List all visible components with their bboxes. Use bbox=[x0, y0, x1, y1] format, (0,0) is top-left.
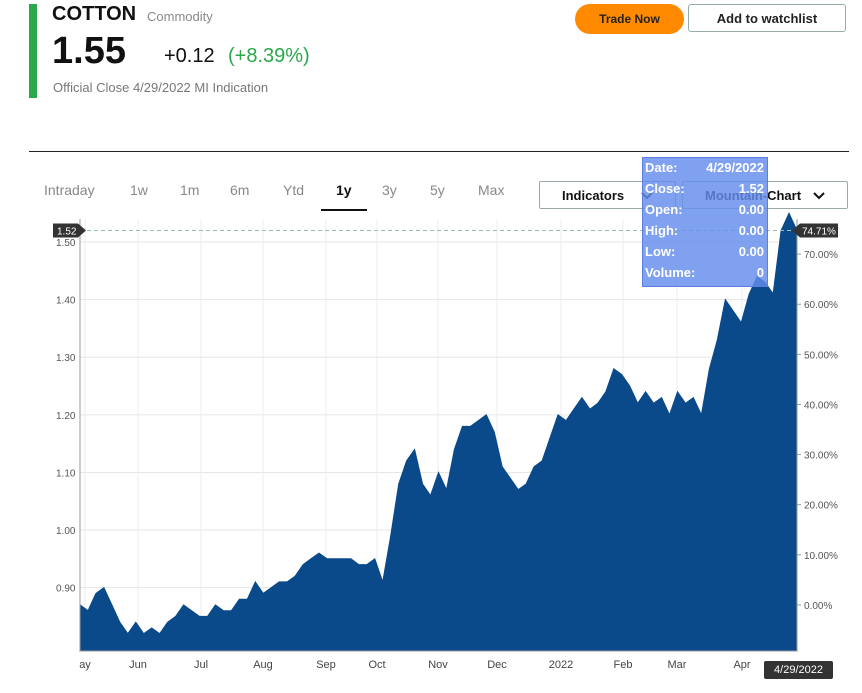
y-tick-label: 0.90 bbox=[56, 584, 76, 595]
price-area bbox=[79, 212, 798, 652]
price-change: +0.12 bbox=[164, 45, 215, 67]
tooltip-date-label: Date: bbox=[645, 160, 678, 175]
tooltip-open: 0.00 bbox=[738, 202, 764, 217]
y-right-tick-label: 0.00% bbox=[804, 601, 832, 612]
x-tick-label: Feb bbox=[614, 659, 633, 671]
close-info: Official Close 4/29/2022 MI Indication bbox=[53, 80, 269, 95]
commodity-type: Commodity bbox=[147, 9, 213, 24]
y-right-tick-label: 30.00% bbox=[804, 451, 838, 462]
x-tick-label: 2022 bbox=[549, 659, 573, 671]
y-right-tick-label: 10.00% bbox=[804, 551, 838, 562]
last-pct-badge bbox=[792, 223, 838, 238]
indicators-label: Indicators bbox=[562, 187, 625, 203]
last-value-label: 1.52 bbox=[57, 227, 77, 238]
last-value-badge bbox=[53, 223, 86, 238]
tab-1y[interactable]: 1y bbox=[336, 182, 352, 198]
tooltip-date: 4/29/2022 bbox=[706, 160, 764, 175]
y-right-tick-label: 20.00% bbox=[804, 501, 838, 512]
accent-bar bbox=[29, 4, 37, 98]
tab-intraday[interactable]: Intraday bbox=[44, 182, 95, 198]
tab-1m[interactable]: 1m bbox=[180, 182, 200, 198]
y-right-tick-label: 50.00% bbox=[804, 350, 838, 361]
y-tick-label: 1.50 bbox=[56, 238, 76, 249]
x-tick-label: ay bbox=[79, 659, 91, 671]
x-tick-label: Mar bbox=[668, 659, 687, 671]
commodity-symbol: COTTON bbox=[52, 3, 137, 25]
tab-6m[interactable]: 6m bbox=[230, 182, 250, 198]
tooltip-low: 0.00 bbox=[738, 244, 764, 259]
tooltip-close: 1.52 bbox=[738, 181, 764, 196]
last-pct-label: 74.71% bbox=[802, 227, 836, 238]
x-tick-label: Nov bbox=[428, 659, 448, 671]
tab-3y[interactable]: 3y bbox=[382, 182, 397, 198]
last-date-label: 4/29/2022 bbox=[764, 661, 833, 679]
y-tick-label: 1.20 bbox=[56, 411, 76, 422]
tooltip-volume-label: Volume: bbox=[645, 265, 696, 280]
active-tab-underline bbox=[321, 209, 367, 211]
last-price: 1.55 bbox=[52, 30, 126, 72]
tooltip-low-label: Low: bbox=[645, 244, 676, 259]
x-tick-label: Jul bbox=[194, 659, 208, 671]
x-tick-label: Apr bbox=[733, 659, 750, 671]
y-right-tick-label: 40.00% bbox=[804, 400, 838, 411]
header-divider bbox=[29, 151, 849, 152]
data-tooltip: Date: 4/29/2022 Close: 1.52 Open: 0.00 High… bbox=[642, 157, 768, 287]
tooltip-volume: 0 bbox=[756, 265, 764, 280]
add-to-watchlist-button[interactable]: Add to watchlist bbox=[688, 4, 846, 32]
y-right-tick-label: 70.00% bbox=[804, 250, 838, 261]
price-change-percent: (+8.39%) bbox=[228, 45, 310, 67]
chevron-down-icon bbox=[813, 188, 825, 203]
tab-max[interactable]: Max bbox=[478, 182, 505, 198]
y-tick-label: 1.00 bbox=[56, 526, 76, 537]
tooltip-high: 0.00 bbox=[738, 223, 764, 238]
tab-ytd[interactable]: Ytd bbox=[283, 182, 305, 198]
x-tick-label: Dec bbox=[487, 659, 507, 671]
tooltip-open-label: Open: bbox=[645, 202, 683, 217]
y-tick-label: 1.40 bbox=[56, 296, 76, 307]
tab-1w[interactable]: 1w bbox=[130, 182, 148, 198]
y-right-tick-label: 60.00% bbox=[804, 300, 838, 311]
x-tick-label: Jun bbox=[129, 659, 147, 671]
tooltip-high-label: High: bbox=[645, 223, 679, 238]
tab-5y[interactable]: 5y bbox=[430, 182, 445, 198]
x-tick-label: Aug bbox=[253, 659, 273, 671]
y-tick-label: 1.30 bbox=[56, 353, 76, 364]
x-tick-label: Oct bbox=[368, 659, 385, 671]
x-tick-label: Sep bbox=[316, 659, 336, 671]
trade-now-button[interactable]: Trade Now bbox=[575, 4, 684, 34]
tooltip-close-label: Close: bbox=[645, 181, 685, 196]
y-tick-label: 1.10 bbox=[56, 468, 76, 479]
